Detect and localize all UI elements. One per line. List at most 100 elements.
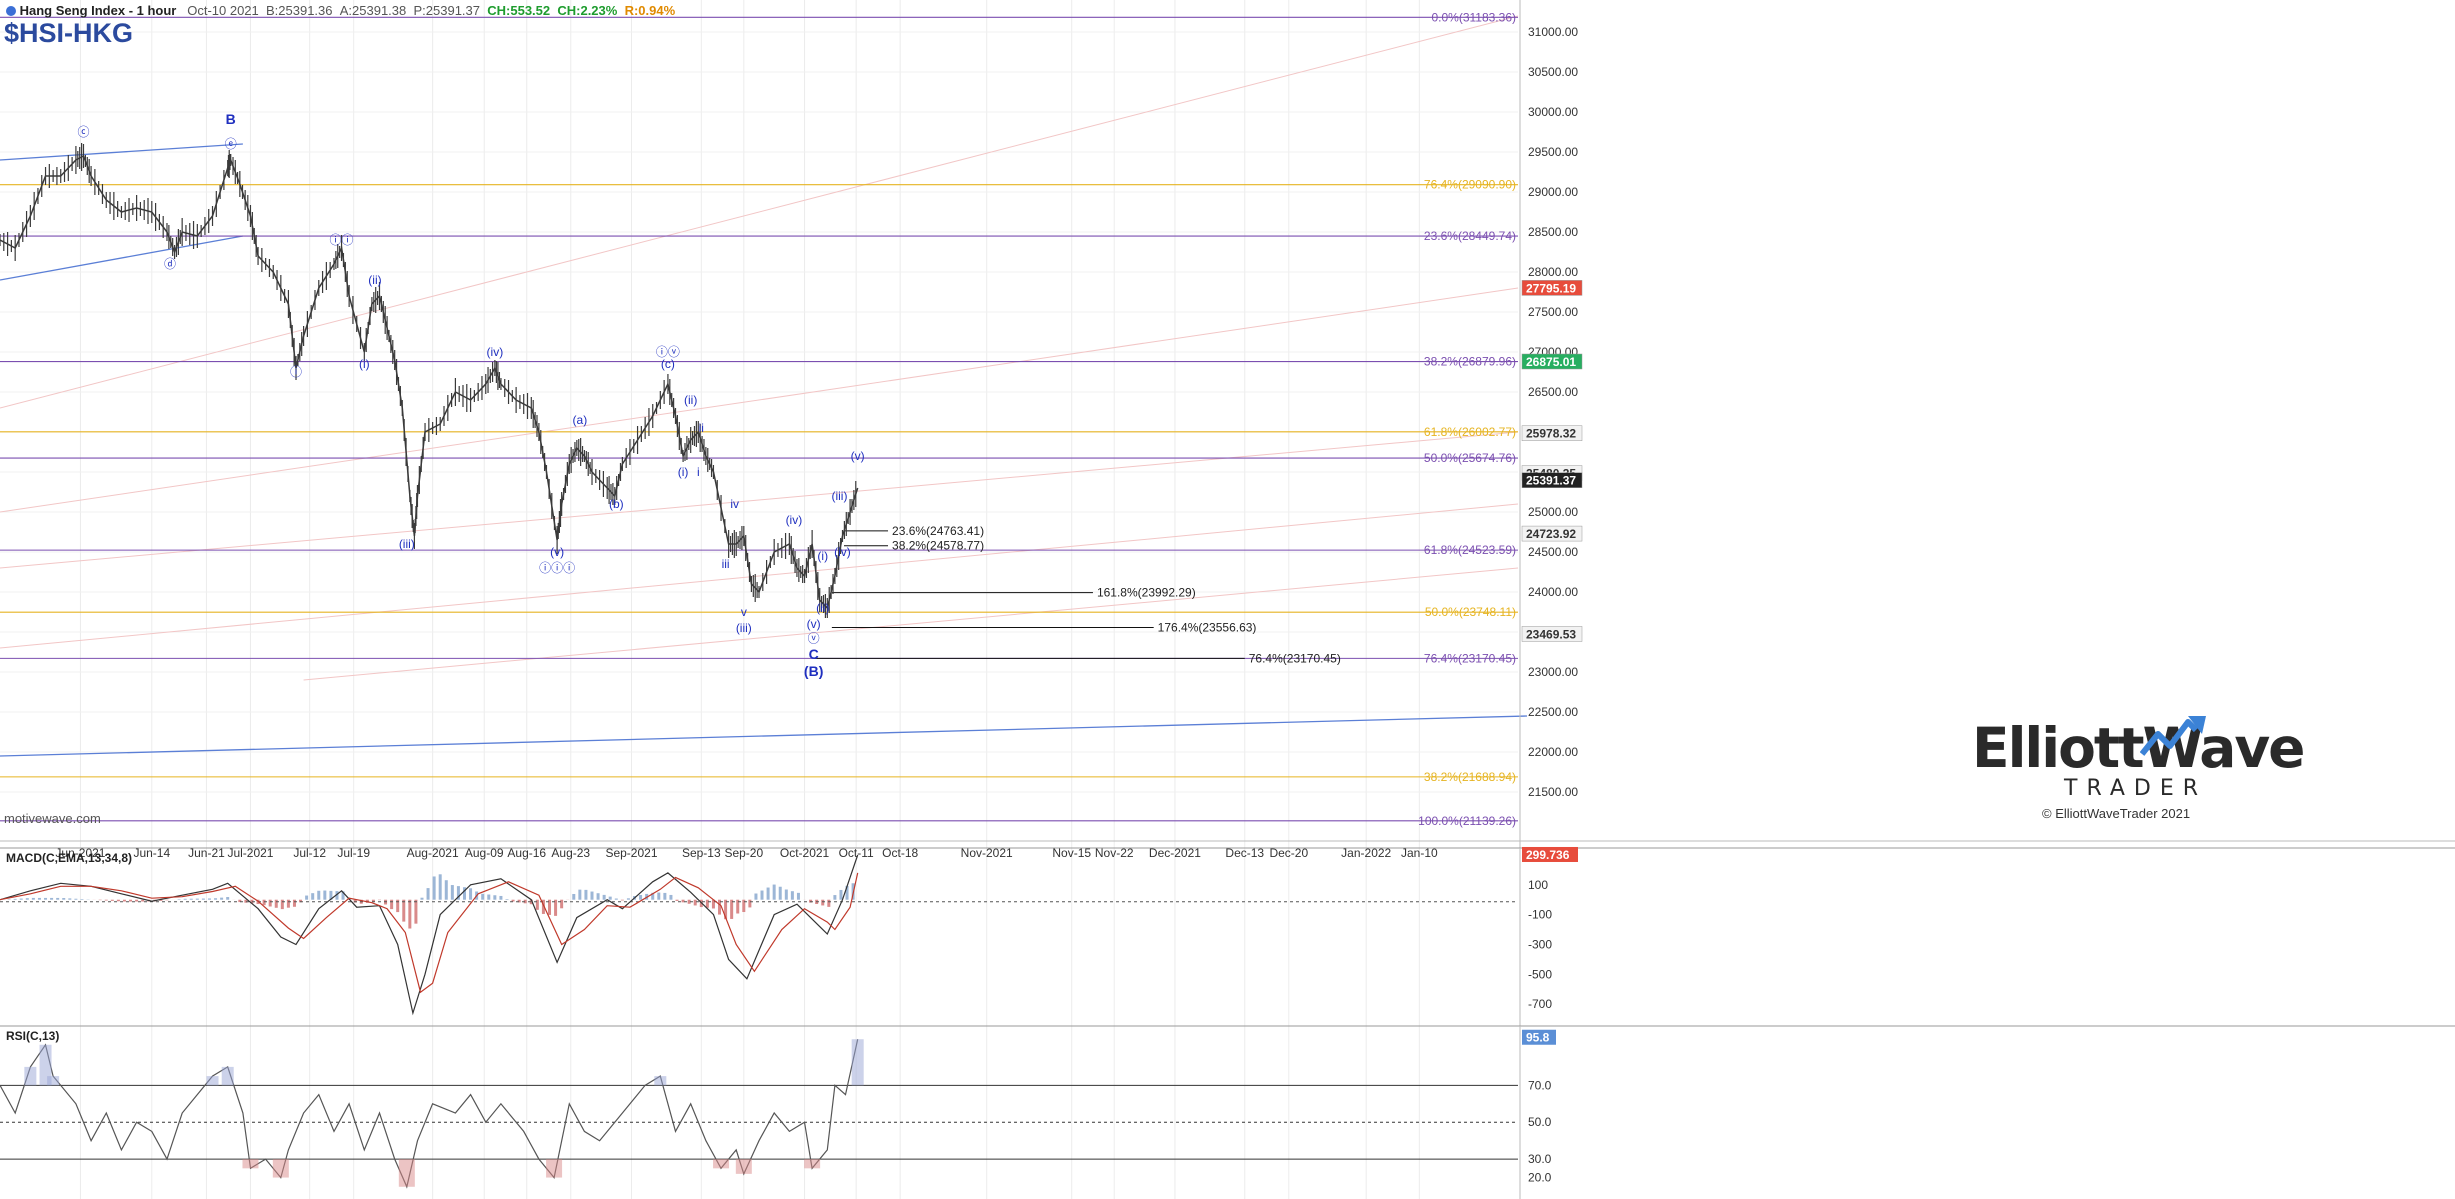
wave-label: ⓥ — [808, 631, 820, 645]
bid-value: B:25391.36 — [266, 3, 333, 18]
macd-histogram-bar — [481, 893, 485, 900]
trend-channel-line — [0, 15, 1519, 409]
logo-line1: ElliottWave — [1972, 716, 2305, 780]
price-tick-label: 22500.00 — [1528, 705, 1578, 719]
price-tag-label: 27795.19 — [1526, 281, 1576, 295]
macd-histogram-bar — [323, 890, 327, 900]
macd-histogram-bar — [274, 899, 278, 908]
rsi-oversold-fill — [242, 1159, 259, 1169]
price-tag-label: 24723.92 — [1526, 527, 1576, 541]
date-tick-label: Jun-14 — [133, 846, 170, 860]
price-tag-label: 25978.32 — [1526, 427, 1576, 441]
macd-histogram-bar — [50, 897, 54, 900]
macd-panel[interactable]: MACD(C,EMA,13,34,8) 100 -100 -300 -500 -700 29… — [0, 846, 2455, 1022]
rsi-oversold-fill — [804, 1159, 821, 1169]
macd-histogram-bar — [657, 892, 661, 900]
macd-histogram-bar — [560, 899, 564, 909]
macd-histogram-bar — [220, 897, 224, 900]
macd-histogram-bar — [13, 898, 17, 900]
rsi-overbought-fill — [221, 1066, 234, 1086]
wave-label: B — [226, 111, 236, 127]
long-trendline — [0, 715, 1528, 757]
date-tick-label: Sep-20 — [724, 846, 763, 860]
macd-histogram-bar — [590, 891, 594, 900]
macd-histogram-bar — [833, 895, 837, 900]
date-tick-label: Aug-23 — [551, 846, 590, 860]
macd-histogram-bar — [796, 892, 800, 900]
macd-histogram-bar — [827, 899, 831, 907]
price-tick-label: 30500.00 — [1528, 65, 1578, 79]
wave-label: ⓓ — [164, 257, 176, 271]
trend-channel-line — [0, 503, 1519, 649]
date-tick-label: Nov-22 — [1095, 846, 1134, 860]
fib-level-label: 61.8%(26002.77) — [1424, 425, 1516, 439]
price-tick-label: 26500.00 — [1528, 385, 1578, 399]
macd-histogram-bar — [736, 899, 740, 914]
rsi-overbought-fill — [24, 1066, 37, 1086]
price-tick-label: 30000.00 — [1528, 105, 1578, 119]
date-tick-label: Jul-12 — [293, 846, 326, 860]
chart-date: Oct-10 2021 — [187, 3, 259, 18]
macd-histogram-bar — [390, 899, 394, 910]
fib-level-label: 0.0%(31183.36) — [1431, 10, 1516, 24]
price-tick-label: 27500.00 — [1528, 305, 1578, 319]
wave-label: (c) — [661, 357, 675, 371]
date-tick-label: Jan-2022 — [1341, 846, 1391, 860]
macd-histogram-bar — [766, 887, 770, 900]
wave-label: (iii) — [831, 489, 847, 503]
extension-label: 176.4%(23556.63) — [1158, 620, 1257, 634]
price-tick-label: 29000.00 — [1528, 185, 1578, 199]
macd-histogram-bar — [62, 898, 66, 900]
macd-tick-label: -500 — [1528, 967, 1552, 981]
macd-histogram-bar — [159, 899, 163, 901]
wave-label: ⓘ — [290, 365, 302, 379]
price-tag-label: 25391.37 — [1526, 474, 1576, 488]
date-tick-label: Jul-19 — [337, 846, 370, 860]
macd-histogram-bar — [444, 880, 448, 900]
elliottwave-logo: ElliottWave TRADER © ElliottWaveTrader 2… — [1972, 716, 2305, 828]
rsi-title: RSI(C,13) — [6, 1029, 59, 1043]
macd-histogram-bar — [317, 890, 321, 900]
macd-histogram-bar — [554, 899, 558, 916]
rsi-oversold-fill — [272, 1159, 289, 1178]
fib-level-label: 23.6%(28449.74) — [1424, 229, 1516, 243]
macd-histogram-bar — [353, 899, 357, 903]
extension-label: 76.4%(23170.45) — [1249, 651, 1341, 665]
macd-histogram-bar — [250, 899, 254, 904]
macd-histogram-bar — [748, 899, 752, 908]
macd-histogram-bar — [602, 894, 606, 900]
macd-histogram-bar — [141, 899, 145, 902]
date-tick-label: Dec-20 — [1269, 846, 1308, 860]
price-tag — [1521, 425, 1583, 441]
price-tick-label: 22000.00 — [1528, 745, 1578, 759]
macd-histogram-bar — [651, 892, 655, 900]
macd-tick-label: -300 — [1528, 937, 1552, 951]
macd-histogram-bar — [329, 890, 333, 900]
macd-histogram-bar — [626, 898, 630, 900]
macd-histogram-bar — [499, 895, 503, 900]
price-tick-label: 24500.00 — [1528, 545, 1578, 559]
price-tag — [1521, 472, 1583, 488]
macd-histogram-bar — [165, 899, 169, 901]
chart-header: Hang Seng Index - 1 hour Oct-10 2021 B:2… — [6, 3, 675, 18]
date-tick-label: Aug-2021 — [407, 846, 459, 860]
wave-label: (v) — [550, 545, 564, 559]
macd-histogram-bar — [529, 899, 533, 905]
ask-value: A:25391.38 — [339, 3, 407, 18]
macd-histogram-bar — [129, 899, 133, 902]
price-tag — [1521, 280, 1583, 296]
wave-label: (b) — [609, 497, 624, 511]
rsi-panel[interactable]: RSI(C,13) 70.0 50.0 30.0 20.0 95.8 — [0, 1025, 2455, 1196]
macd-histogram-bar — [772, 884, 776, 900]
price-tag — [1521, 353, 1583, 370]
macd-histogram-bar — [214, 898, 218, 900]
macd-histogram-bar — [44, 897, 48, 900]
macd-histogram-bar — [705, 899, 709, 908]
macd-histogram-bar — [110, 899, 114, 901]
wave-label: (a) — [573, 413, 588, 427]
date-tick-label: Dec-13 — [1225, 846, 1264, 860]
macd-histogram-bar — [438, 874, 442, 900]
macd-histogram-bar — [299, 899, 303, 903]
